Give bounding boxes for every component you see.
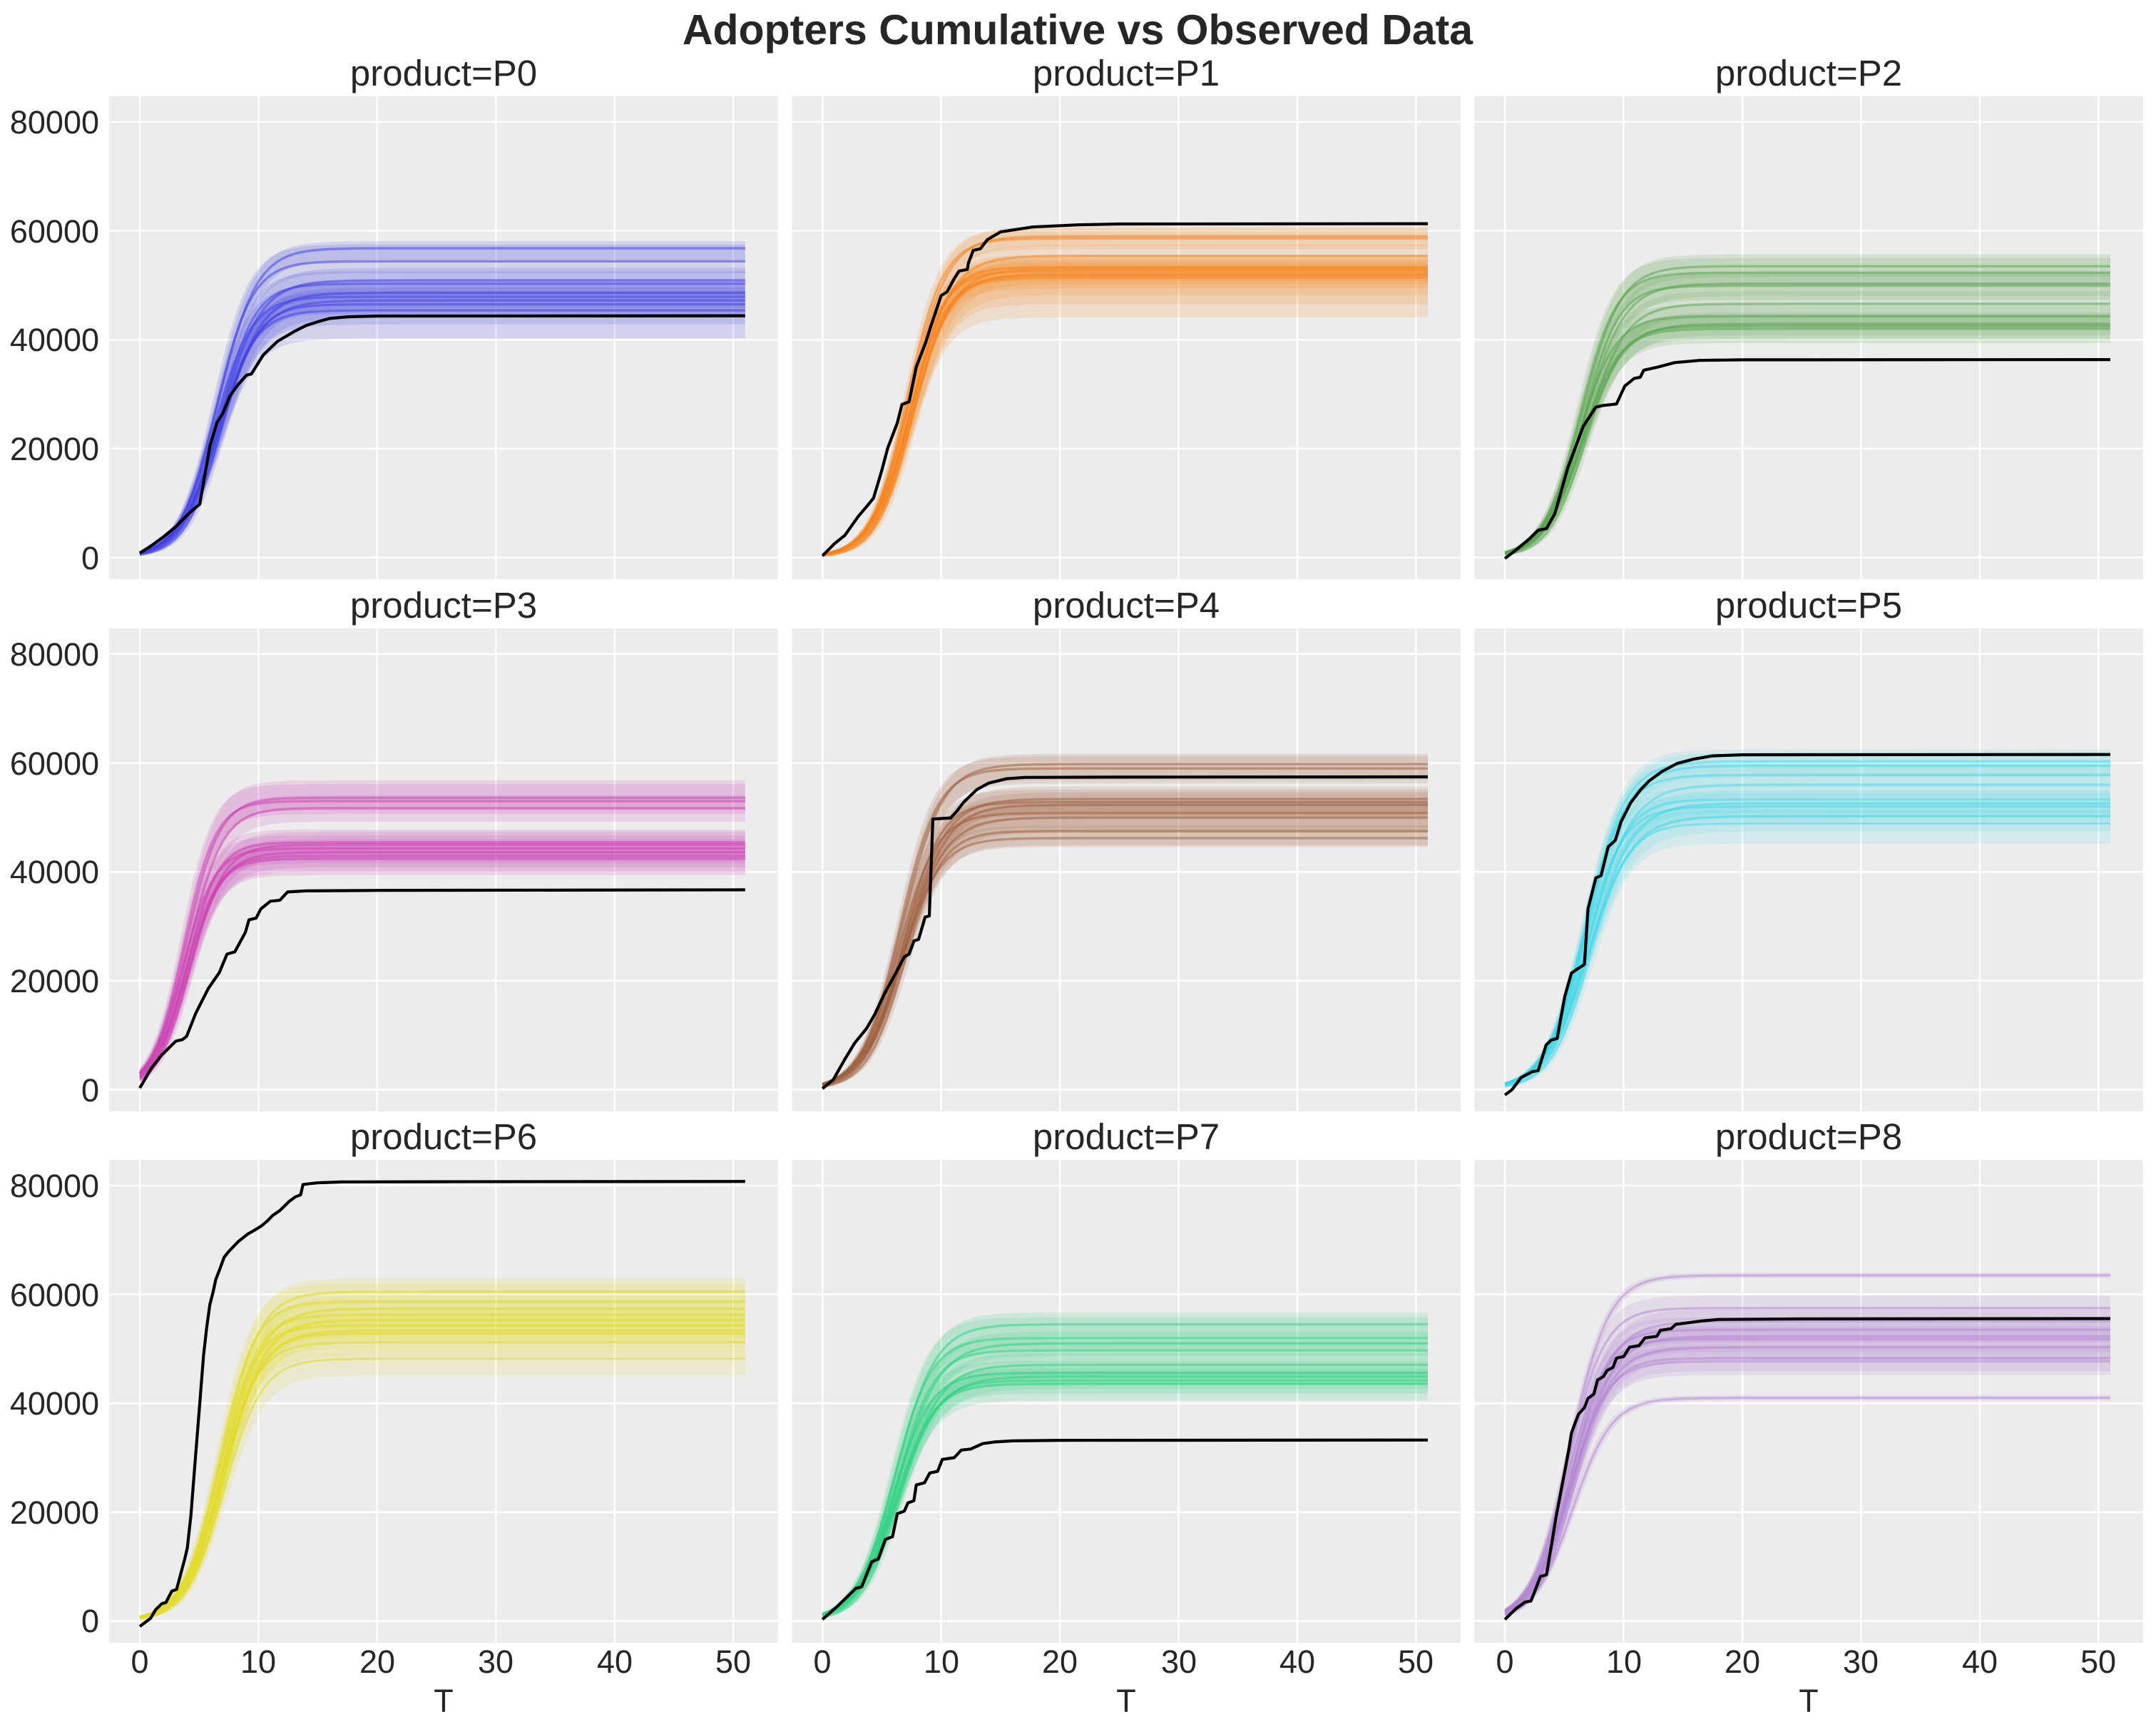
svg-text:20: 20 xyxy=(1042,1644,1078,1680)
svg-text:product=P0: product=P0 xyxy=(350,53,537,93)
svg-text:product=P3: product=P3 xyxy=(350,585,537,626)
svg-text:T: T xyxy=(1116,1683,1136,1719)
svg-text:20000: 20000 xyxy=(10,431,99,467)
svg-text:40000: 40000 xyxy=(10,1385,99,1422)
svg-text:Adopters Cumulative vs Observe: Adopters Cumulative vs Observed Data xyxy=(683,6,1473,54)
svg-text:product=P6: product=P6 xyxy=(350,1116,537,1157)
svg-text:product=P2: product=P2 xyxy=(1715,53,1902,93)
svg-text:50: 50 xyxy=(715,1644,751,1680)
svg-text:product=P4: product=P4 xyxy=(1033,585,1220,626)
svg-text:10: 10 xyxy=(924,1644,959,1680)
svg-text:80000: 80000 xyxy=(10,104,99,141)
svg-text:0: 0 xyxy=(81,540,99,576)
svg-text:0: 0 xyxy=(81,1603,99,1639)
svg-text:40000: 40000 xyxy=(10,854,99,890)
svg-text:30: 30 xyxy=(1843,1644,1879,1680)
svg-text:product=P8: product=P8 xyxy=(1715,1116,1902,1157)
svg-text:60000: 60000 xyxy=(10,745,99,782)
svg-text:10: 10 xyxy=(1606,1644,1642,1680)
svg-text:T: T xyxy=(434,1683,454,1719)
svg-text:40: 40 xyxy=(597,1644,633,1680)
svg-text:T: T xyxy=(1799,1683,1819,1719)
svg-text:40: 40 xyxy=(1279,1644,1315,1680)
svg-text:20: 20 xyxy=(1725,1644,1760,1680)
svg-text:0: 0 xyxy=(1496,1644,1513,1680)
svg-text:60000: 60000 xyxy=(10,213,99,250)
svg-text:10: 10 xyxy=(240,1644,276,1680)
svg-text:60000: 60000 xyxy=(10,1277,99,1313)
svg-text:product=P1: product=P1 xyxy=(1033,53,1220,93)
svg-text:80000: 80000 xyxy=(10,636,99,673)
svg-text:50: 50 xyxy=(1398,1644,1434,1680)
svg-text:80000: 80000 xyxy=(10,1168,99,1204)
svg-text:40: 40 xyxy=(1962,1644,1998,1680)
svg-text:0: 0 xyxy=(131,1644,148,1680)
svg-text:product=P5: product=P5 xyxy=(1715,585,1902,626)
svg-text:product=P7: product=P7 xyxy=(1033,1116,1220,1157)
svg-text:30: 30 xyxy=(478,1644,514,1680)
svg-text:0: 0 xyxy=(813,1644,831,1680)
svg-text:20000: 20000 xyxy=(10,963,99,999)
svg-text:50: 50 xyxy=(2080,1644,2116,1680)
svg-text:20: 20 xyxy=(359,1644,395,1680)
svg-text:20000: 20000 xyxy=(10,1494,99,1531)
svg-text:30: 30 xyxy=(1161,1644,1197,1680)
svg-text:40000: 40000 xyxy=(10,322,99,358)
svg-text:0: 0 xyxy=(81,1072,99,1109)
